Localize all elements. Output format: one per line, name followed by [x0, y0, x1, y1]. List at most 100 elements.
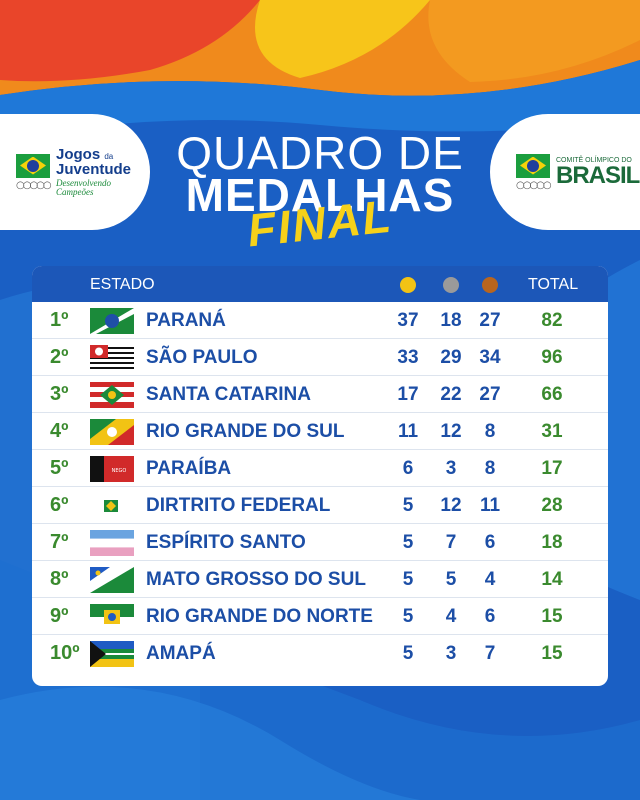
state-name: ESPÍRITO SANTO [146, 532, 306, 553]
bronze-count: 6 [484, 532, 496, 553]
rank-label: 3º [50, 383, 69, 405]
gold-count: 5 [402, 495, 414, 516]
silver-count: 3 [445, 458, 457, 479]
col-total: TOTAL [528, 276, 579, 293]
silver-medal-icon [443, 277, 459, 293]
silver-count: 12 [440, 421, 462, 442]
gold-count: 37 [397, 310, 419, 331]
table-row: 8º MATO GROSSO DO SUL 5 5 4 14 [32, 561, 608, 598]
bronze-count: 8 [484, 458, 496, 479]
cob-subtitle: COMITÊ OLÍMPICO DO [556, 156, 632, 164]
table-row: 3º SANTA CATARINA 17 22 27 66 [32, 376, 608, 413]
title-line2: MEDALHAS [185, 169, 455, 221]
olympic-rings-icon: ○○○○○ [516, 179, 552, 191]
bronze-count: 11 [479, 495, 501, 516]
silver-count: 7 [445, 532, 457, 553]
gold-count: 6 [402, 458, 414, 479]
rio-grande-do-sul-flag-icon [90, 419, 134, 445]
table-row: 5º NEGO PARAÍBA 6 3 8 17 [32, 450, 608, 487]
state-name: RIO GRANDE DO SUL [146, 421, 345, 442]
logo-da: da [104, 152, 114, 161]
total-count: 28 [541, 495, 563, 516]
medal-table: ESTADO TOTAL 1º PARANÁ 37 18 27 82 2º SÃO PAULO… [32, 266, 608, 686]
total-count: 15 [541, 643, 563, 664]
state-name: SANTA CATARINA [146, 384, 311, 405]
silver-count: 18 [440, 310, 462, 331]
gold-count: 5 [402, 606, 414, 627]
silver-count: 12 [440, 495, 462, 516]
table-row: 6º DIRTRITO FEDERAL 5 12 11 28 [32, 487, 608, 524]
rank-label: 10º [50, 642, 80, 664]
bronze-medal-icon [482, 277, 498, 293]
gold-medal-icon [400, 277, 416, 293]
rank-label: 2º [50, 346, 69, 368]
espirito-santo-flag-icon [90, 530, 134, 556]
total-count: 66 [541, 384, 563, 405]
rank-label: 7º [50, 531, 69, 553]
silver-count: 5 [445, 569, 457, 590]
table-row: 9º RIO GRANDE DO NORTE 5 4 6 15 [32, 598, 608, 635]
bronze-count: 7 [484, 643, 496, 664]
svg-text:NEGO: NEGO [112, 468, 127, 474]
table-row: 2º SÃO PAULO 33 29 34 96 [32, 339, 608, 376]
rank-label: 6º [50, 494, 69, 516]
state-name: RIO GRANDE DO NORTE [146, 606, 373, 627]
cob-brasil: BRASIL [556, 161, 640, 189]
bronze-count: 4 [484, 569, 496, 590]
silver-count: 3 [445, 643, 457, 664]
rio-grande-do-norte-flag-icon [90, 604, 134, 630]
silver-count: 4 [445, 606, 457, 627]
logo-tagline: Desenvolvendo Campeões [56, 178, 111, 197]
bronze-count: 34 [479, 347, 501, 368]
gold-count: 17 [397, 384, 419, 405]
total-count: 96 [541, 347, 563, 368]
santa-catarina-flag-icon [90, 382, 134, 408]
state-name: AMAPÁ [146, 643, 216, 664]
jogos-da-juventude-logo: ○○○○○ Jogos da Juventude Desenvolvendo C… [0, 114, 150, 230]
silver-count: 22 [440, 384, 462, 405]
gold-count: 5 [402, 569, 414, 590]
total-count: 31 [541, 421, 563, 442]
gold-count: 5 [402, 643, 414, 664]
rank-label: 8º [50, 568, 69, 590]
gold-count: 5 [402, 532, 414, 553]
total-count: 82 [541, 310, 563, 331]
total-count: 14 [541, 569, 563, 590]
state-name: SÃO PAULO [146, 347, 258, 368]
paraiba-flag-icon: NEGO [90, 456, 134, 482]
table-row: 7º ESPÍRITO SANTO 5 7 6 18 [32, 524, 608, 561]
table-row: 10º AMAPÁ 5 3 7 15 [32, 635, 608, 672]
state-name: PARANÁ [146, 310, 226, 331]
amapa-flag-icon [90, 641, 134, 667]
bronze-count: 27 [479, 310, 501, 331]
logo-juventude: Juventude [56, 161, 132, 178]
bronze-count: 8 [484, 421, 496, 442]
gold-count: 11 [397, 421, 419, 442]
table-header: ESTADO TOTAL [32, 266, 608, 302]
state-name: MATO GROSSO DO SUL [146, 569, 366, 590]
rank-label: 9º [50, 605, 69, 627]
state-name: PARAÍBA [146, 458, 232, 479]
total-count: 17 [541, 458, 563, 479]
table-body: 1º PARANÁ 37 18 27 82 2º SÃO PAULO 33 29 34 96 3º SAN… [32, 302, 608, 672]
cob-logo: ○○○○○ COMITÊ OLÍMPICO DO BRASIL [490, 114, 640, 230]
title-line1: QUADRO DE [176, 127, 464, 179]
parana-flag-icon [90, 308, 134, 334]
col-estado: ESTADO [90, 276, 155, 293]
rank-label: 5º [50, 457, 69, 479]
rank-label: 4º [50, 420, 69, 442]
logo-jogos: Jogos [56, 146, 101, 163]
brazil-flag-icon [516, 153, 550, 178]
rank-label: 1º [50, 309, 69, 331]
total-count: 18 [541, 532, 563, 553]
table-row: 4º RIO GRANDE DO SUL 11 12 8 31 [32, 413, 608, 450]
gold-count: 33 [397, 347, 419, 368]
silver-count: 29 [440, 347, 462, 368]
distrito-federal-flag-icon [90, 493, 134, 519]
total-count: 15 [541, 606, 563, 627]
sao-paulo-flag-icon [90, 345, 134, 371]
state-name: DIRTRITO FEDERAL [146, 495, 331, 516]
table-row: 1º PARANÁ 37 18 27 82 [32, 302, 608, 339]
brazil-flag-icon [16, 153, 50, 178]
mato-grosso-do-sul-flag-icon [90, 567, 134, 593]
